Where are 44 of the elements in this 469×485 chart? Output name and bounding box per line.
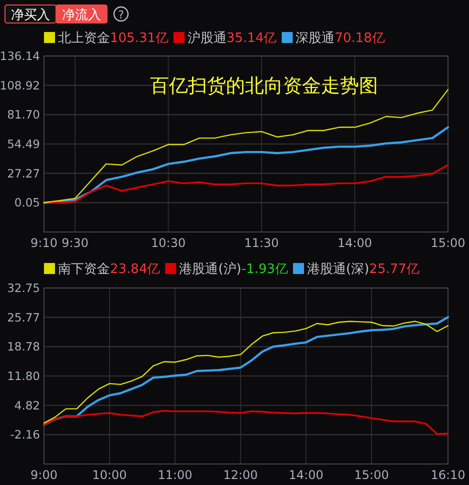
text: 百亿扫货的北向资金走势图 [150,75,378,97]
legend-label: 深股通 [296,31,335,46]
x-tick-label: 9:10 [30,236,58,250]
x-tick-label: 14:00 [288,468,324,482]
text: 净买入 [11,8,50,23]
text: -1.93亿 [241,262,288,277]
text: 23.84亿 [110,262,160,277]
y-tick-label: 32.75 [7,281,40,295]
legend-label: 南下资金 [58,262,110,277]
text: 35.14亿 [226,31,277,46]
x-tick-label: 11:00 [158,468,192,482]
line-series [43,410,449,435]
line-series [43,164,449,204]
x-tick-label: 10:30 [151,236,186,250]
x-tick-label: 9:30 [62,236,89,250]
x-tick-label: 10:00 [92,468,127,482]
legend-label: 沪股通 [188,30,226,46]
text: 70.18亿 [334,31,385,46]
y-tick-label: 0.05 [14,196,40,210]
y-tick-label: 18.78 [7,340,40,354]
text: ? [118,8,124,22]
legend-label: 港股通(深) [307,262,370,277]
line-series [42,126,450,204]
y-tick-label: 54.49 [7,136,40,151]
y-tick-label: 25.77 [7,310,40,324]
y-tick-label: 4.82 [14,398,40,412]
text: 净流入 [62,7,101,23]
x-tick-label: 9:00 [30,468,58,482]
y-tick-label: 11.80 [7,369,40,384]
text: 105.31亿 [110,31,168,46]
y-tick-label: 81.70 [7,108,40,122]
x-tick-label: 15:00 [430,236,466,250]
legend-label: 北上资金 [58,31,110,46]
text: 25.77亿 [369,262,420,277]
x-tick-label: 14:00 [337,236,372,250]
y-tick-label: 27.27 [7,166,40,180]
y-tick-label: -2.16 [10,428,40,442]
x-tick-label: 12:00 [223,468,258,482]
x-tick-label: 11:30 [244,236,279,250]
x-tick-label: 16:10 [430,468,466,482]
x-tick-label: 15:00 [354,468,389,482]
legend-label: 港股通(沪) [179,261,242,277]
y-tick-label: 136.14 [0,49,40,63]
y-tick-label: 108.92 [0,78,40,92]
